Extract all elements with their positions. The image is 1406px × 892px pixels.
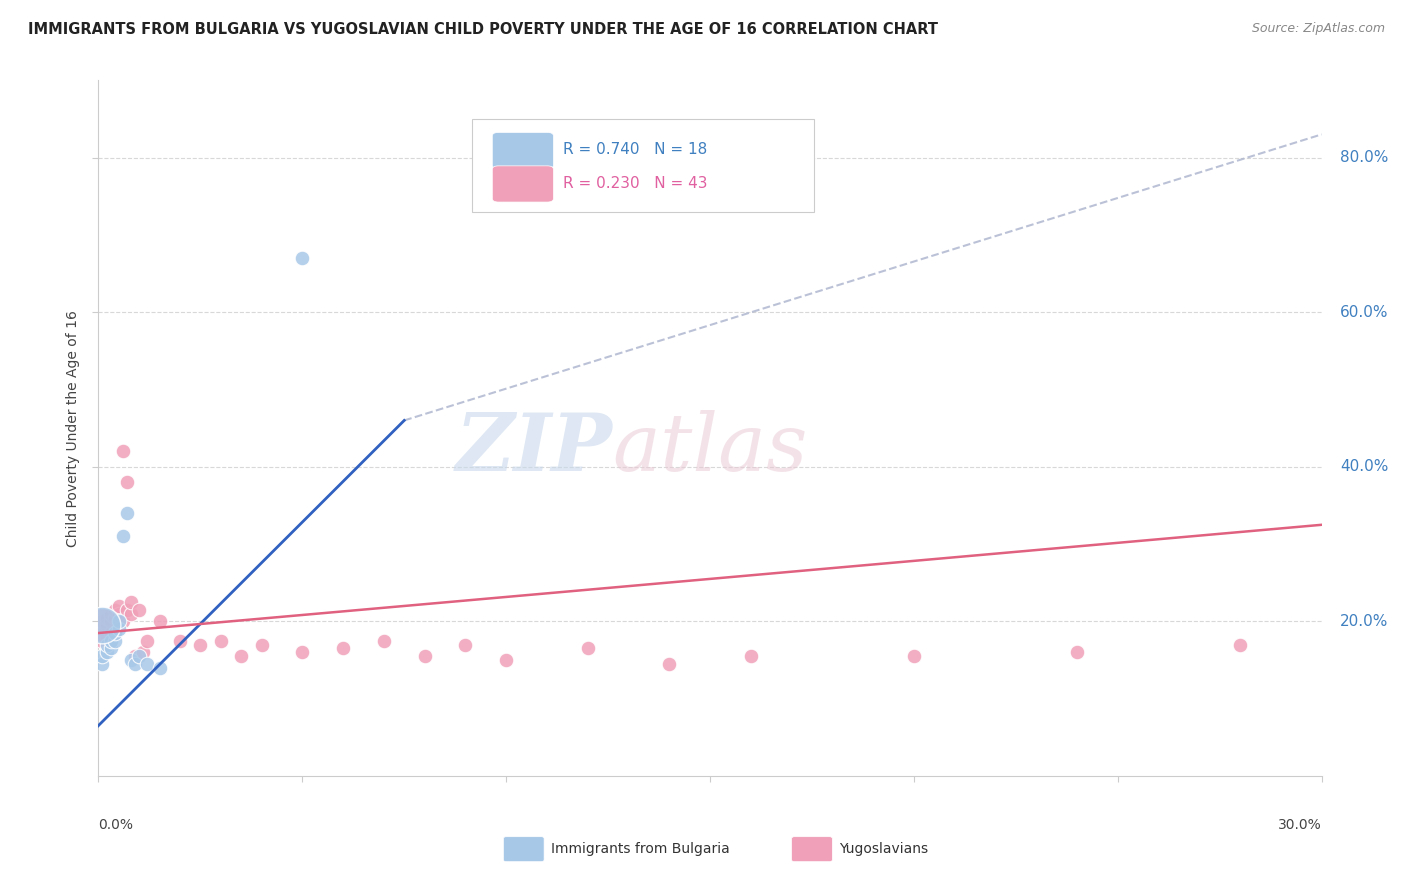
- Point: [115, 603, 138, 617]
- Text: Immigrants from Bulgaria: Immigrants from Bulgaria: [551, 842, 730, 856]
- Point: [454, 638, 477, 652]
- Text: Yugoslavians: Yugoslavians: [839, 842, 928, 856]
- Point: [115, 506, 138, 520]
- Point: [136, 657, 159, 671]
- Point: [120, 595, 142, 609]
- Point: [291, 251, 314, 265]
- Point: [104, 610, 127, 624]
- Point: [104, 626, 127, 640]
- Text: R = 0.230   N = 43: R = 0.230 N = 43: [564, 176, 707, 191]
- Point: [373, 633, 395, 648]
- Point: [149, 661, 172, 675]
- Point: [209, 633, 232, 648]
- Point: [91, 633, 114, 648]
- Y-axis label: Child Poverty Under the Age of 16: Child Poverty Under the Age of 16: [66, 310, 80, 547]
- Point: [104, 633, 127, 648]
- Text: atlas: atlas: [612, 410, 807, 488]
- Point: [120, 607, 142, 621]
- FancyBboxPatch shape: [492, 166, 554, 202]
- Point: [104, 603, 127, 617]
- Point: [124, 657, 146, 671]
- Text: 20.0%: 20.0%: [1340, 614, 1388, 629]
- Point: [658, 657, 681, 671]
- FancyBboxPatch shape: [492, 132, 554, 169]
- Point: [108, 618, 131, 632]
- Text: ZIP: ZIP: [456, 410, 612, 488]
- Point: [96, 610, 118, 624]
- Text: 0.0%: 0.0%: [98, 818, 134, 831]
- Point: [91, 649, 114, 664]
- Text: 40.0%: 40.0%: [1340, 459, 1388, 475]
- Point: [100, 607, 122, 621]
- Text: 80.0%: 80.0%: [1340, 150, 1388, 165]
- Point: [136, 633, 159, 648]
- Text: 30.0%: 30.0%: [1278, 818, 1322, 831]
- Point: [111, 444, 134, 458]
- Point: [100, 626, 122, 640]
- Point: [104, 626, 127, 640]
- Point: [108, 615, 131, 629]
- Point: [96, 618, 118, 632]
- Text: R = 0.740   N = 18: R = 0.740 N = 18: [564, 143, 707, 157]
- Point: [291, 645, 314, 659]
- Point: [149, 615, 172, 629]
- Point: [96, 645, 118, 659]
- Point: [120, 653, 142, 667]
- Point: [96, 638, 118, 652]
- Point: [231, 649, 253, 664]
- Point: [96, 630, 118, 644]
- Point: [169, 633, 191, 648]
- Point: [91, 615, 114, 629]
- FancyBboxPatch shape: [471, 119, 814, 212]
- Point: [111, 615, 134, 629]
- Point: [332, 641, 354, 656]
- Point: [91, 657, 114, 671]
- Point: [115, 475, 138, 490]
- Text: Source: ZipAtlas.com: Source: ZipAtlas.com: [1251, 22, 1385, 36]
- Point: [108, 599, 131, 613]
- FancyBboxPatch shape: [792, 837, 832, 862]
- Point: [495, 653, 517, 667]
- Point: [1229, 638, 1251, 652]
- Point: [111, 529, 134, 543]
- Point: [903, 649, 925, 664]
- Point: [740, 649, 762, 664]
- Point: [132, 645, 155, 659]
- Point: [91, 622, 114, 636]
- Point: [108, 607, 131, 621]
- Point: [413, 649, 436, 664]
- Point: [100, 615, 122, 629]
- Point: [1066, 645, 1088, 659]
- Point: [91, 618, 114, 632]
- Point: [100, 633, 122, 648]
- Point: [108, 622, 131, 636]
- Point: [124, 649, 146, 664]
- Point: [128, 603, 150, 617]
- Text: IMMIGRANTS FROM BULGARIA VS YUGOSLAVIAN CHILD POVERTY UNDER THE AGE OF 16 CORREL: IMMIGRANTS FROM BULGARIA VS YUGOSLAVIAN …: [28, 22, 938, 37]
- Text: 60.0%: 60.0%: [1340, 305, 1389, 319]
- FancyBboxPatch shape: [503, 837, 544, 862]
- Point: [188, 638, 212, 652]
- Point: [128, 649, 150, 664]
- Point: [250, 638, 273, 652]
- Point: [91, 618, 114, 632]
- Point: [576, 641, 599, 656]
- Point: [100, 641, 122, 656]
